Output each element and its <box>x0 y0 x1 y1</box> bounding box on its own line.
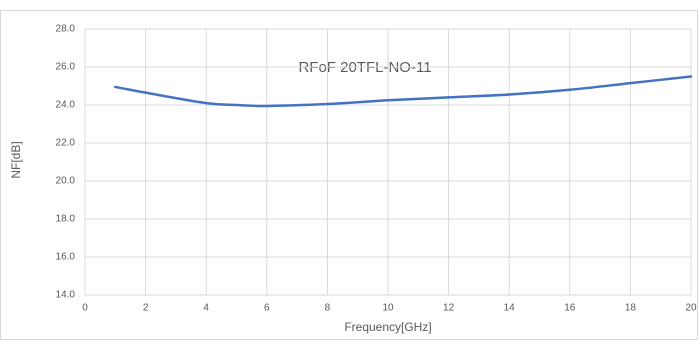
y-axis-label: NF[dB] <box>9 141 23 178</box>
data-line <box>114 75 693 108</box>
x-tick-label: 2 <box>143 303 149 314</box>
y-tick-label: 18.0 <box>56 214 76 225</box>
y-tick-label: 20.0 <box>56 176 76 187</box>
x-tick-label: 6 <box>264 303 270 314</box>
y-tick-label: 24.0 <box>56 100 76 111</box>
chart-frame <box>0 10 698 340</box>
x-tick-label: 4 <box>203 303 209 314</box>
y-tick-label: 22.0 <box>56 138 76 149</box>
y-tick-label: 14.0 <box>56 290 76 301</box>
y-tick-label: 16.0 <box>56 252 76 263</box>
y-tick-label: 26.0 <box>56 62 76 73</box>
x-tick-label: 18 <box>625 303 637 314</box>
y-tick-label: 28.0 <box>56 24 76 35</box>
x-tick-label: 14 <box>504 303 516 314</box>
x-tick-label: 12 <box>443 303 455 314</box>
x-tick-label: 16 <box>564 303 576 314</box>
x-axis-label: Frequency[GHz] <box>344 320 431 334</box>
x-tick-label: 10 <box>382 303 394 314</box>
x-tick-label: 0 <box>82 303 88 314</box>
x-tick-label: 20 <box>685 303 697 314</box>
x-tick-label: 8 <box>325 303 331 314</box>
